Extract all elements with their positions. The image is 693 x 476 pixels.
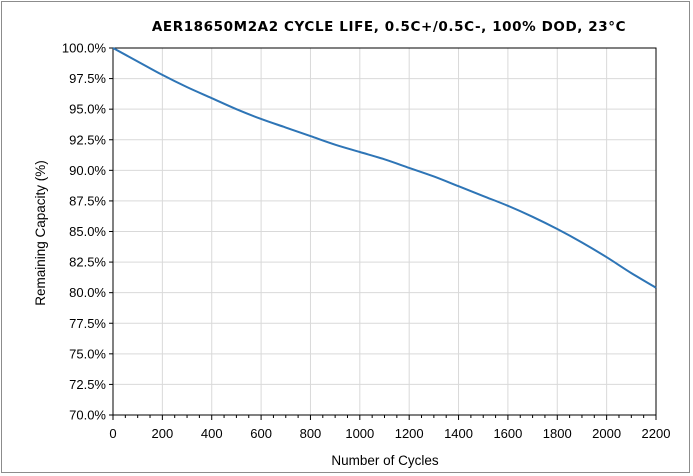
y-tick-label: 85.0% [69,224,106,239]
y-axis-title: Remaining Capacity (%) [33,160,48,306]
tick-labels: 0 200 400 600 800 1000 1200 1400 1600 1800 2000 220… [62,41,671,442]
y-tick-label: 100.0% [62,41,107,56]
x-tick-label: 1800 [543,426,572,441]
x-tick-label: 2000 [592,426,621,441]
chart-title: AER18650M2A2 CYCLE LIFE, 0.5C+/0.5C-, 10… [152,19,626,35]
x-tick-label: 1600 [493,426,522,441]
y-tick-label: 97.5% [69,71,106,86]
grid [113,48,656,415]
axis-ticks [109,47,657,420]
y-tick-label: 77.5% [69,316,106,331]
y-tick-label: 72.5% [69,377,106,392]
series-line [112,47,657,289]
x-tick-label: 200 [152,426,174,441]
x-tick-label: 1200 [395,426,424,441]
x-tick-label: 800 [300,426,322,441]
x-tick-label: 1000 [345,426,374,441]
x-tick-label: 2200 [642,426,671,441]
y-tick-label: 95.0% [69,102,106,117]
x-tick-label: 1400 [444,426,473,441]
x-tick-label: 400 [201,426,223,441]
x-tick-label: 600 [250,426,272,441]
y-tick-label: 90.0% [69,163,106,178]
y-tick-label: 75.0% [69,346,106,361]
y-tick-label: 87.5% [69,193,106,208]
y-tick-label: 92.5% [69,132,106,147]
y-tick-label: 70.0% [69,408,106,423]
x-tick-label: 0 [109,426,116,441]
y-tick-label: 82.5% [69,255,106,270]
y-tick-label: 80.0% [69,285,106,300]
x-axis-title: Number of Cycles [331,453,439,468]
